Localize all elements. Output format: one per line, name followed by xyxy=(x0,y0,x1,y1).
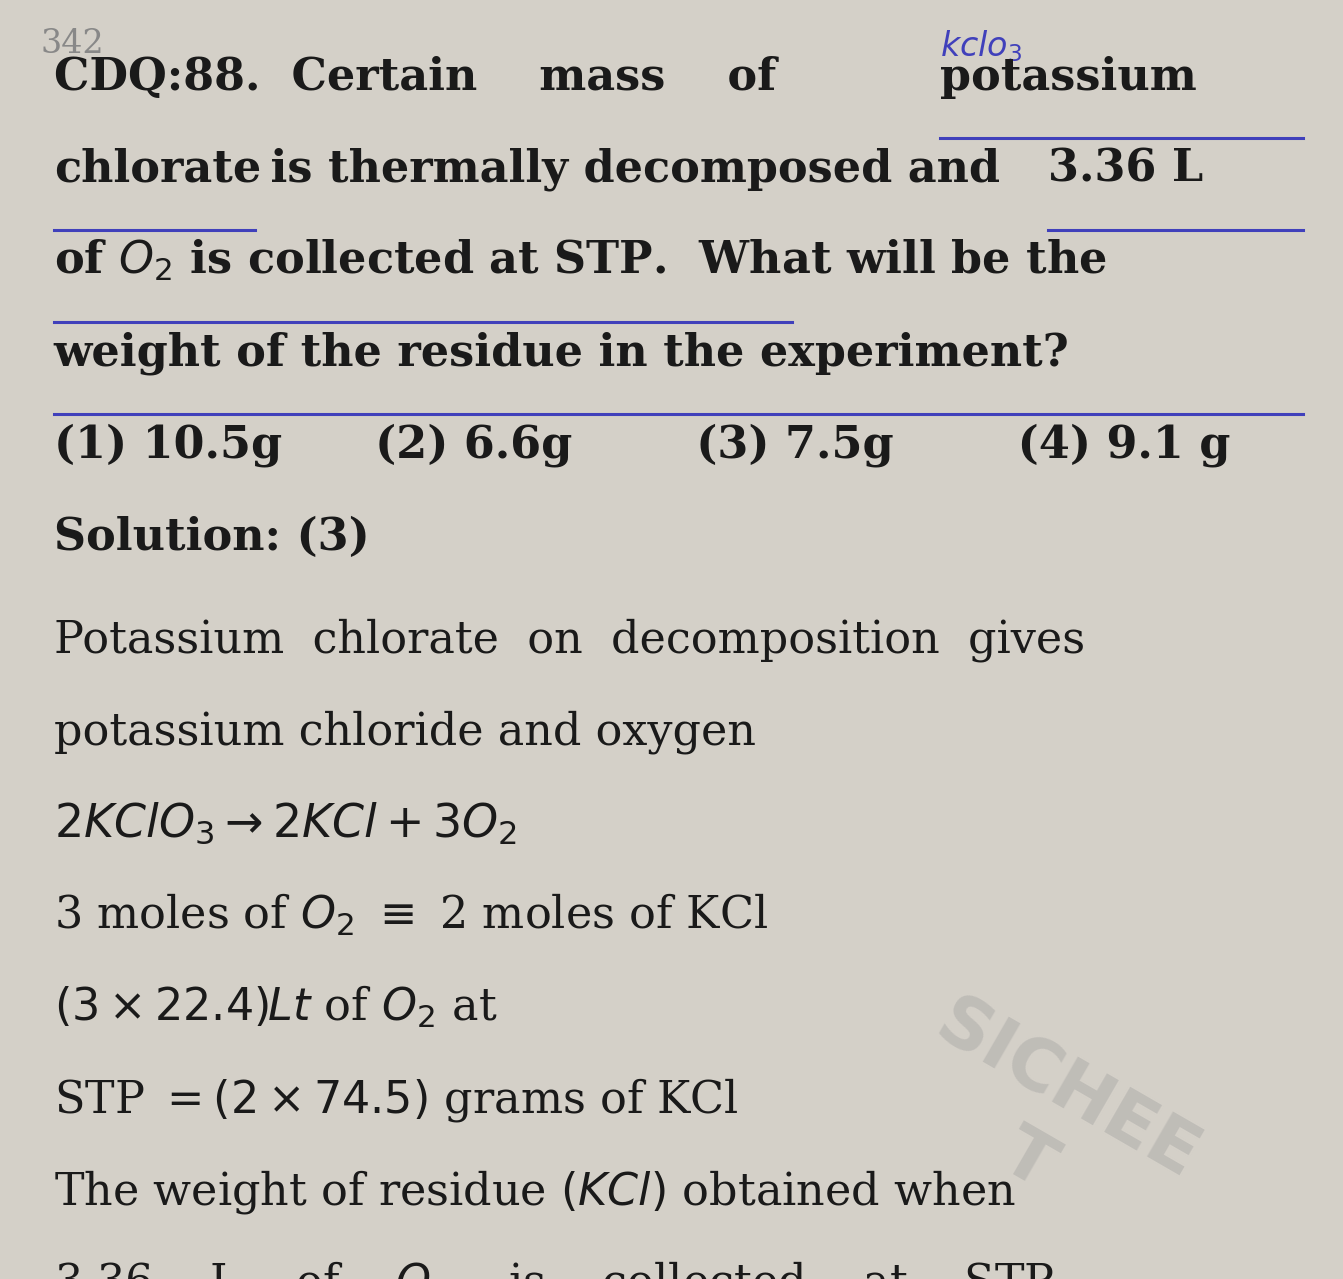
Text: STP $= (2 \times 74.5)$ grams of KCl: STP $= (2 \times 74.5)$ grams of KCl xyxy=(54,1076,739,1124)
Text: (1) 10.5g      (2) 6.6g        (3) 7.5g        (4) 9.1 g: (1) 10.5g (2) 6.6g (3) 7.5g (4) 9.1 g xyxy=(54,423,1230,467)
Text: weight of the residue in the experiment?: weight of the residue in the experiment? xyxy=(54,331,1069,375)
Text: potassium chloride and oxygen: potassium chloride and oxygen xyxy=(54,710,756,753)
Text: is thermally decomposed and: is thermally decomposed and xyxy=(255,147,1015,191)
Text: of $O_2$ is collected at STP.  What will be the: of $O_2$ is collected at STP. What will … xyxy=(54,238,1107,283)
Text: $kclo_3$: $kclo_3$ xyxy=(940,28,1022,64)
Text: 3 moles of $O_2$ $\equiv$ 2 moles of KCl: 3 moles of $O_2$ $\equiv$ 2 moles of KCl xyxy=(54,891,768,938)
Text: SICHEE
T: SICHEE T xyxy=(884,989,1211,1262)
Text: CDQ:88.  Certain    mass    of: CDQ:88. Certain mass of xyxy=(54,55,838,98)
Text: Potassium  chlorate  on  decomposition  gives: Potassium chlorate on decomposition give… xyxy=(54,618,1085,661)
Text: 3.36 L: 3.36 L xyxy=(1048,147,1203,191)
Text: 3.36    L    of    $O_2$    is    collected    at    STP: 3.36 L of $O_2$ is collected at STP xyxy=(54,1260,1054,1279)
Text: $(3 \times 22.4)Lt$ of $O_2$ at: $(3 \times 22.4)Lt$ of $O_2$ at xyxy=(54,984,497,1030)
Text: Solution: (3): Solution: (3) xyxy=(54,515,369,559)
Text: 342: 342 xyxy=(40,28,103,60)
Text: $2KClO_3 \rightarrow 2KCl + 3O_2$: $2KClO_3 \rightarrow 2KCl + 3O_2$ xyxy=(54,801,517,847)
Text: chlorate: chlorate xyxy=(54,147,261,191)
Text: The weight of residue $(KCl)$ obtained when: The weight of residue $(KCl)$ obtained w… xyxy=(54,1168,1015,1216)
Text: potassium: potassium xyxy=(940,55,1197,98)
